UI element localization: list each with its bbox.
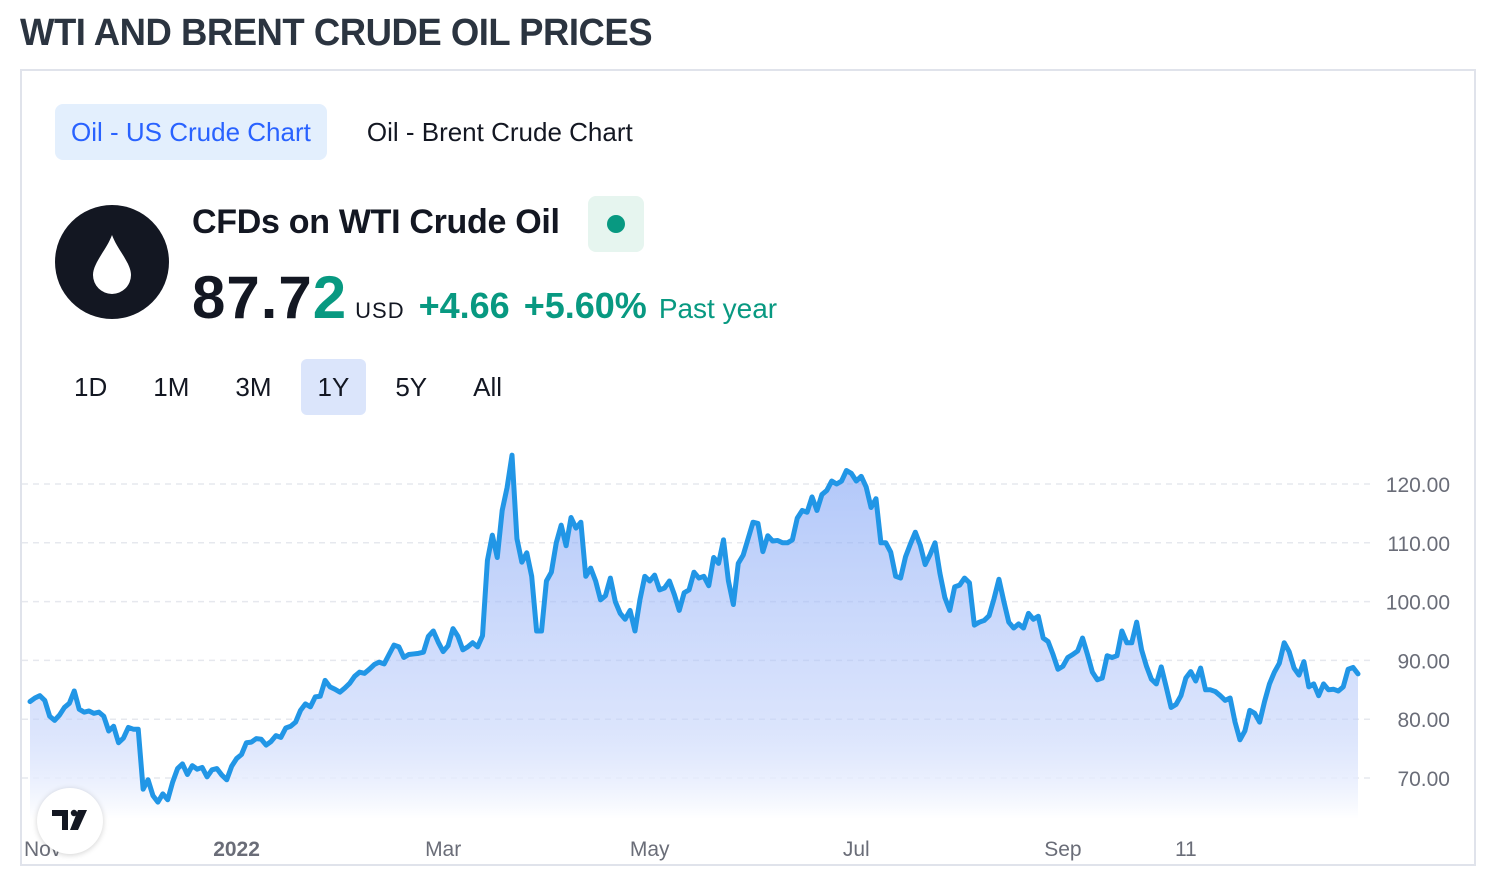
y-tick-label: 120.00 [1386, 474, 1450, 497]
y-tick-label: 90.00 [1397, 650, 1450, 673]
series-line [27, 452, 1361, 805]
symbol-tabs: Oil - US Crude Chart Oil - Brent Crude C… [55, 104, 649, 160]
price-change-percent: +5.60% [523, 285, 647, 326]
y-tick-label: 70.00 [1397, 768, 1450, 791]
price-row: 87.72 USD +4.66 +5.60% Past year [192, 263, 777, 333]
range-1y-button[interactable]: 1Y [300, 359, 367, 415]
market-open-dot-icon [607, 215, 625, 233]
price-currency: USD [355, 298, 405, 323]
range-all-button[interactable]: All [473, 372, 503, 402]
oil-drop-icon [55, 205, 169, 319]
x-tick-label: 2022 [213, 838, 260, 861]
tab-brent-crude[interactable]: Oil - Brent Crude Chart [366, 117, 633, 147]
series-area-fill [30, 455, 1358, 819]
page-title: WTI AND BRENT CRUDE OIL PRICES [20, 12, 653, 54]
range-3m-button[interactable]: 3M [235, 372, 272, 402]
x-tick-label: Mar [425, 838, 461, 861]
range-1m-button[interactable]: 1M [153, 372, 190, 402]
y-tick-label: 80.00 [1397, 709, 1450, 732]
chart-widget: Oil - US Crude Chart Oil - Brent Crude C… [20, 69, 1476, 866]
y-tick-label: 100.00 [1386, 592, 1450, 615]
range-selector: 1D 1M 3M 1Y 5Y All [57, 359, 519, 415]
tradingview-logo-icon[interactable] [37, 788, 103, 854]
x-tick-label: Sep [1044, 838, 1081, 861]
x-tick-label: Jul [843, 838, 870, 861]
range-5y-button[interactable]: 5Y [395, 372, 428, 402]
x-tick-label: May [630, 838, 670, 861]
y-tick-label: 110.00 [1387, 533, 1450, 556]
tab-us-crude[interactable]: Oil - US Crude Chart [55, 104, 327, 160]
market-status-badge[interactable] [588, 196, 644, 252]
range-1d-button[interactable]: 1D [74, 372, 108, 402]
x-tick-label: 11 [1175, 838, 1197, 861]
price-change: +4.66 [418, 285, 510, 326]
price-value: 87.7 [192, 264, 313, 331]
price-last-digit: 2 [312, 264, 348, 331]
price-period: Past year [658, 293, 778, 324]
symbol-name: CFDs on WTI Crude Oil [192, 203, 560, 241]
